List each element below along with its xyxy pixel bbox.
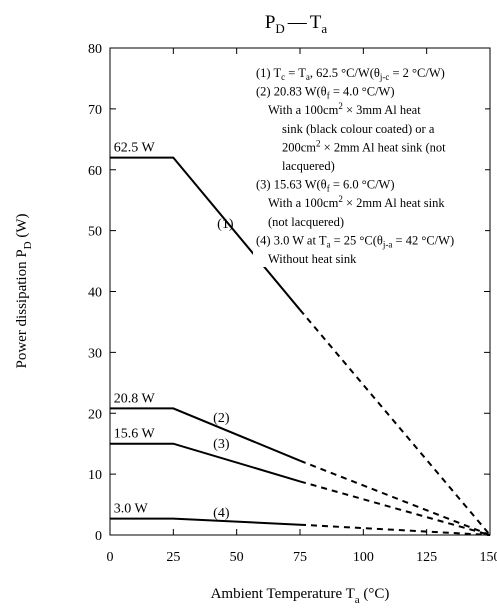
x-tick-label: 0 — [107, 550, 114, 565]
legend-run: a — [326, 239, 330, 249]
series-labels: 62.5 W (1) 20.8 W (2) 15.6 W (3) 3.0 W (4) — [114, 141, 234, 521]
legend-run: = T — [285, 66, 306, 80]
legend-run: × 3mm Al heat — [343, 103, 421, 117]
legend-run: = 4.0 °C/W) — [330, 85, 395, 99]
series-line-dashed — [299, 523, 491, 536]
y-tick-label: 70 — [88, 103, 102, 118]
legend-run: (2) 20.83 W(θ — [256, 85, 327, 99]
legend-box: (1) Tc = Ta, 62.5 °C/W(θj-c = 2 °C/W)(2)… — [253, 62, 485, 267]
y-tick-label: 30 — [88, 346, 102, 361]
legend-run: = 42 °C/W) — [392, 233, 454, 247]
x-tick-label: 100 — [353, 550, 374, 565]
y-tick-label: 60 — [88, 164, 102, 179]
series-level-label: 3.0 W — [114, 502, 149, 517]
legend-line: With a 100cm2 × 2mm Al heat sink — [268, 194, 445, 210]
series-name-label: (1) — [217, 217, 234, 232]
x-tick-label: 75 — [293, 550, 307, 565]
x-axis-label: Ambient Temperature Ta (°C) — [211, 586, 390, 606]
legend-run: , 62.5 °C/W(θ — [310, 66, 380, 80]
legend-run: (3) 15.63 W(θ — [256, 178, 327, 192]
x-tick-label: 125 — [416, 550, 437, 565]
series-level-label: 15.6 W — [114, 427, 156, 442]
legend-run: j-c — [379, 72, 390, 82]
legend-run: f — [327, 184, 330, 194]
legend-background — [253, 62, 485, 267]
series-level-label: 20.8 W — [114, 391, 156, 406]
y-tick-label: 10 — [88, 468, 102, 483]
legend-run: 2 — [338, 101, 343, 111]
series-line-dashed — [299, 459, 491, 536]
y-tick-label: 40 — [88, 286, 102, 301]
legend-run: = 2 °C/W) — [389, 66, 444, 80]
legend-line: (not lacquered) — [268, 215, 344, 229]
legend-run: lacquered) — [282, 159, 335, 173]
series-line-dashed — [299, 480, 491, 536]
series-name-label: (4) — [213, 506, 230, 521]
legend-run: With a 100cm — [268, 196, 339, 210]
y-tick-label: 50 — [88, 225, 102, 240]
legend-run: × 2mm Al heat sink (not — [321, 140, 447, 154]
x-tick-label: 50 — [230, 550, 244, 565]
series-name-label: (2) — [213, 411, 230, 426]
series-line-solid — [110, 442, 301, 483]
y-tick-label: 80 — [88, 42, 102, 57]
series-name-label: (3) — [213, 437, 230, 452]
legend-run: 2 — [338, 194, 343, 204]
legend-run: 2 — [316, 138, 321, 148]
chart-title: PD — Ta — [265, 12, 328, 36]
y-axis-label: Power dissipation PD (W) — [14, 213, 34, 368]
legend-run: 200cm — [282, 140, 316, 154]
legend-run: = 6.0 °C/W) — [330, 178, 395, 192]
legend-run: (1) T — [256, 66, 281, 80]
y-tick-label: 20 — [88, 407, 102, 422]
series-line-solid — [110, 517, 301, 526]
legend-line: With a 100cm2 × 3mm Al heat — [268, 101, 421, 117]
legend-run: (4) 3.0 W at T — [256, 233, 327, 247]
legend-line: Without heat sink — [268, 252, 357, 266]
legend-run: c — [281, 72, 285, 82]
series-line-dashed — [299, 309, 491, 536]
series-level-label: 62.5 W — [114, 141, 156, 156]
legend-line: 200cm2 × 2mm Al heat sink (not — [282, 138, 446, 154]
legend-line: (3) 15.63 W(θf = 6.0 °C/W) — [256, 178, 395, 194]
legend-run: = 25 °C(θ — [330, 233, 382, 247]
legend-line: (2) 20.83 W(θf = 4.0 °C/W) — [256, 85, 395, 101]
y-tick-label: 0 — [95, 529, 102, 544]
legend-line: (1) Tc = Ta, 62.5 °C/W(θj-c = 2 °C/W) — [256, 66, 445, 82]
series-line-solid — [110, 407, 301, 462]
legend-run: j-a — [382, 239, 393, 249]
legend-line: (4) 3.0 W at Ta = 25 °C(θj-a = 42 °C/W) — [256, 233, 454, 249]
legend-line: sink (black colour coated) or a — [282, 122, 435, 136]
legend-run: f — [327, 91, 330, 101]
x-tick-label: 150 — [480, 550, 497, 565]
legend-run: With a 100cm — [268, 103, 339, 117]
x-tick-label: 25 — [166, 550, 180, 565]
legend-run: (not lacquered) — [268, 215, 344, 229]
legend-line: lacquered) — [282, 159, 335, 173]
legend-run: × 2mm Al heat sink — [343, 196, 446, 210]
legend-run: Without heat sink — [268, 252, 357, 266]
legend-run: a — [306, 72, 310, 82]
legend-run: sink (black colour coated) or a — [282, 122, 435, 136]
axis-ticks: 0 25 50 75 100 125 150 0 10 20 30 40 50 60 70 80 — [88, 42, 497, 565]
